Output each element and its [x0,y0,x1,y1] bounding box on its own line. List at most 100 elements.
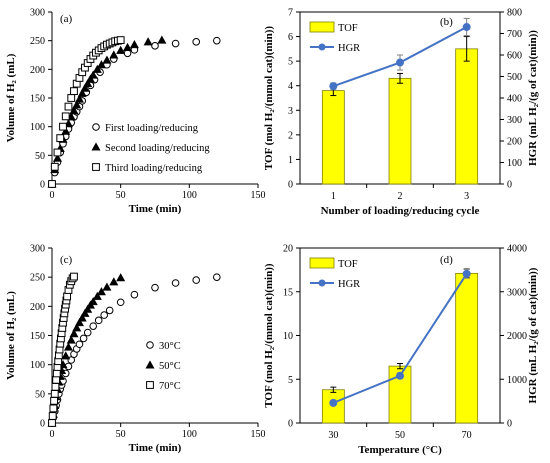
data-point [48,180,56,188]
y-tick-label: 250 [30,36,45,47]
legend-label: First loading/reducing [105,123,199,134]
data-point [59,122,67,131]
y-tick-label: 0 [288,180,293,191]
data-point [75,340,84,349]
data-point [192,38,200,46]
data-point [130,290,139,299]
y-tick-label: 20 [283,244,293,255]
data-point [83,79,93,88]
data-point [151,283,159,292]
panel-c-chart: (c) 0 50 100 150 0 50 100 150 200 250 300 Time (min… [5,244,266,455]
data-point [67,94,76,102]
y-tick-label: 150 [30,331,45,342]
y-axis-title: TOF (mol H₂/(mmol cat)(min)) [263,26,275,170]
legend-marker [146,341,154,349]
legend-label: Third loading/reducing [105,163,203,174]
x-tick-label: 100 [182,429,197,440]
data-point [61,126,71,135]
x-tick-label: 50 [395,430,405,441]
y2-tick-label: 0 [507,180,512,191]
y-tick-label: 0 [40,180,45,191]
x-axis-title: Number of loading/reducing cycle [321,205,480,217]
data-point [143,37,153,46]
data-point [83,328,92,337]
data-point [151,42,159,50]
data-point [56,134,65,143]
series-square [48,36,125,188]
data-point [129,40,139,49]
y-tick-label: 6 [288,32,293,43]
y2-tick-label: 100 [507,158,522,169]
line-point [462,269,471,278]
panel-c-label: (c) [60,254,73,266]
data-point [213,273,221,281]
y2-tick-label: 400 [507,94,522,105]
y2-tick-label: 500 [507,72,522,83]
panel-b-chart: (b) 0 1 2 3 4 5 6 7 0 100 200 300 400 500 600 700 800 1 2 3… [263,8,539,218]
data-point [49,404,58,413]
data-point [157,35,167,44]
y-tick-label: 1 [288,155,293,166]
y2-tick-label: 2000 [507,331,527,342]
panel-a-chart: (a) 0 50 100 150 0 50 100 150 200 250 300 Time (min… [5,8,266,216]
data-point [69,329,79,338]
data-point [109,50,119,59]
data-point [88,70,98,79]
legend-bar-swatch [309,21,335,33]
data-point [116,45,126,54]
x-tick-label: 150 [251,429,266,440]
data-point [77,313,87,322]
y2-tick-label: 0 [507,419,512,430]
data-point [85,74,95,83]
x-tick-label: 1 [331,191,336,202]
x-tick-label: 50 [116,429,126,440]
data-point [116,298,125,307]
line-point [329,82,338,91]
data-point [88,297,98,306]
legend-line-marker [318,43,326,51]
legend-label: Second loading/reducing [105,143,210,154]
bar [455,48,479,185]
x-axis-title: Time (min) [129,442,182,454]
legend-bar-swatch [309,257,335,269]
y-tick-label: 200 [30,65,45,76]
data-point [48,412,57,420]
data-point [64,102,73,111]
x-axis-title: Temperature (°C) [358,444,442,456]
y-tick-label: 5 [288,57,293,68]
y-tick-label: 10 [283,331,293,342]
y-tick-label: 300 [30,244,45,255]
y2-axis-title: HGR (mL H₂/(g of cat)(min)) [527,30,539,166]
data-point [102,55,112,64]
legend-label: HGR [338,43,360,54]
bar [321,90,345,185]
legend-label: 50°C [159,361,181,372]
x-tick-label: 70 [462,430,472,441]
data-point [92,291,102,300]
legend-label: 30°C [159,341,181,352]
y-tick-label: 0 [288,419,293,430]
y-tick-label: 250 [30,273,45,284]
data-point [89,322,97,330]
y-tick-label: 300 [30,8,45,19]
x-tick-label: 150 [251,190,266,201]
y-axis-title: TOF (mol H₂/(mmol cat)(min)) [263,263,275,407]
y-tick-label: 200 [30,302,45,313]
y2-tick-label: 300 [507,115,522,126]
data-point [70,87,78,96]
legend-marker [92,123,100,131]
bar [388,77,412,185]
data-point [123,42,133,52]
legend-label: 70°C [159,381,181,392]
x-tick-label: 50 [116,190,126,201]
y-tick-label: 0 [40,419,45,430]
data-point [171,39,180,48]
x-axis-title: Time (min) [129,203,182,215]
data-point [80,83,90,92]
data-point [80,308,90,317]
y-tick-label: 100 [30,360,45,371]
y-axis-title: Volume of H₂ (mL) [5,53,17,142]
y-tick-label: 5 [288,375,293,386]
y2-tick-label: 3000 [507,287,527,298]
